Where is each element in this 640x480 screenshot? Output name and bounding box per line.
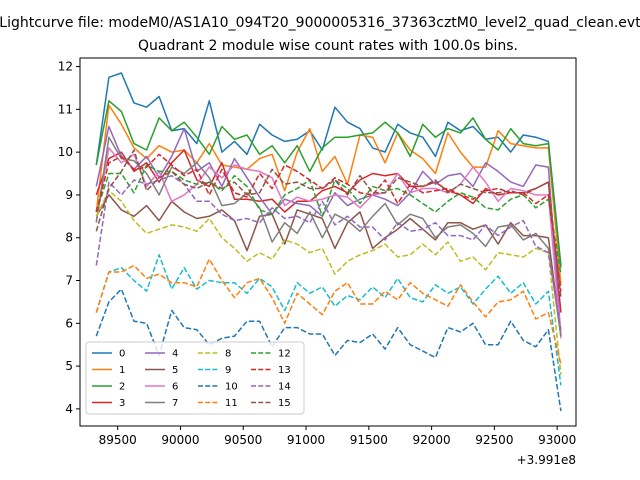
y-tick-label: 9 [65,188,73,202]
series-line-2 [95,100,562,268]
x-tick-label: 92000 [413,433,451,447]
legend-box [85,341,305,415]
x-tick-label: 91500 [350,433,388,447]
y-tick-label: 11 [58,102,73,116]
series-line-10 [95,288,562,412]
series-line-8 [95,189,562,375]
x-tick-label: 89500 [99,433,137,447]
x-tick-label: 91000 [287,433,325,447]
y-tick-label: 7 [65,274,73,288]
series-line-4 [95,125,562,337]
y-tick-label: 12 [58,60,73,74]
chart-title: Quadrant 2 module wise count rates with … [138,38,518,54]
legend-label: 11 [225,398,238,409]
legend-label: 14 [278,382,291,393]
legend-label: 15 [278,398,291,409]
series-line-15 [95,149,562,298]
axes-layer: 89500 90000 90500 91000 91500 92000 92500 93000… [58,60,577,447]
plot-frame [79,57,577,427]
y-tick-label: 5 [65,359,73,373]
legend-label: 5 [172,365,178,376]
legend-label: 9 [225,365,231,376]
series-line-3 [95,149,562,313]
x-tick-label: 92500 [475,433,513,447]
y-tick-label: 10 [58,145,73,159]
legend-label: 8 [225,349,231,360]
legend-label: 6 [172,382,178,393]
series-line-13 [95,153,562,292]
x-tick-label: 93000 [538,433,576,447]
legend-label: 10 [225,382,238,393]
series-line-9 [95,254,562,386]
legend-label: 7 [172,398,178,409]
series-line-5 [95,194,562,337]
series-line-11 [95,258,562,365]
legend-label: 13 [278,365,291,376]
legend-label: 1 [119,365,125,376]
legend-label: 0 [119,349,125,360]
y-tick-label: 4 [65,402,73,416]
x-tick-label: 90000 [161,433,199,447]
series-layer [95,72,562,412]
series-line-7 [95,136,562,337]
y-tick-label: 8 [65,231,73,245]
y-tick-label: 6 [65,316,73,330]
legend-label: 2 [119,382,125,393]
x-tick-label: 90500 [224,433,262,447]
legend-label: 3 [119,398,125,409]
x-offset-label: +3.991e8 [517,453,576,467]
chart-suptitle: Lightcurve file: modeM0/AS1A10_094T20_90… [0,15,640,31]
legend-label: 4 [172,349,178,360]
legend-label: 12 [278,349,291,360]
